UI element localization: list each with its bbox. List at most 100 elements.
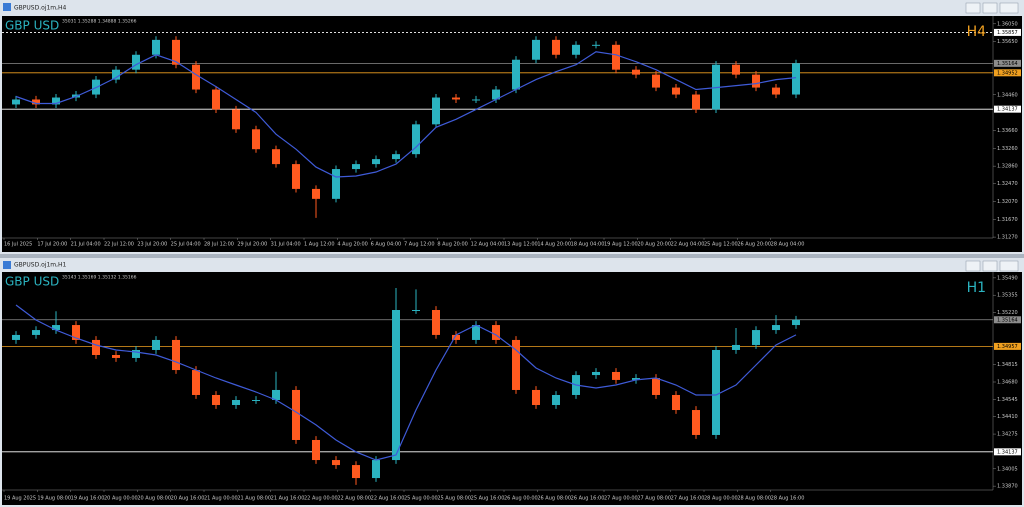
x-tick-label: 22 Jul 12:00	[104, 242, 134, 248]
x-tick-label: 28 Jul 12:00	[204, 242, 234, 248]
y-tick-label: 1.34680	[997, 380, 1018, 386]
candle-body	[232, 109, 240, 130]
close-button[interactable]	[999, 2, 1019, 14]
candle-body	[172, 339, 180, 371]
price-level-label: 1.34137	[997, 107, 1018, 113]
candle-body	[112, 355, 120, 358]
y-tick-label: 1.36050	[997, 21, 1018, 27]
candle-body	[132, 54, 140, 70]
candle-body	[372, 460, 380, 479]
x-tick-label: 21 Jul 04:00	[71, 242, 101, 248]
candle-body	[332, 169, 340, 199]
price-level-tag	[994, 59, 1021, 67]
y-tick-label: 1.33870	[997, 484, 1018, 490]
candle-body	[592, 371, 600, 376]
window-title: GBPUSD.oj1m,H1	[14, 262, 67, 269]
candle-body	[52, 325, 60, 331]
candle-body	[592, 44, 600, 46]
y-tick-label: 1.31270	[997, 235, 1018, 241]
minimize-button[interactable]	[965, 260, 981, 272]
y-tick-label: 1.34275	[997, 432, 1018, 438]
candle-body	[352, 465, 360, 479]
y-tick-label: 1.31670	[997, 217, 1018, 223]
x-tick-label: 22 Aug 08:00	[337, 496, 371, 502]
x-tick-label: 28 Aug 08:00	[737, 496, 771, 502]
x-tick-label: 7 Aug 12:00	[404, 242, 435, 248]
candle-body	[392, 154, 400, 160]
candle-body	[632, 378, 640, 380]
price-level-label: 1.35857	[997, 30, 1018, 36]
candle-body	[232, 400, 240, 406]
x-tick-label: 23 Jul 20:00	[137, 242, 167, 248]
price-level-label: 1.35164	[997, 317, 1018, 323]
candle-body	[652, 74, 660, 88]
x-tick-label: 28 Aug 16:00	[771, 496, 805, 502]
candle-body	[292, 389, 300, 440]
candle-body	[152, 39, 160, 55]
candle-body	[672, 394, 680, 411]
moving-average	[15, 51, 797, 178]
y-tick-label: 1.32470	[997, 181, 1018, 187]
timeframe-label: H4	[967, 24, 987, 40]
price-level-label: 1.34957	[997, 344, 1018, 350]
candle-body	[12, 334, 20, 340]
price-level-tag	[994, 448, 1021, 456]
candle-body	[352, 164, 360, 170]
x-tick-label: 17 Jul 20:00	[37, 242, 67, 248]
info-text: 35031 1.35288 1.34888 1.35266	[62, 19, 137, 25]
candle-body	[512, 59, 520, 90]
price-level-tag	[994, 28, 1021, 36]
candle-body	[272, 149, 280, 165]
y-tick-label: 1.34460	[997, 92, 1018, 98]
x-tick-label: 14 Aug 20:00	[537, 242, 571, 248]
x-tick-label: 20 Aug 00:00	[104, 496, 138, 502]
candle-body	[632, 69, 640, 75]
x-tick-label: 28 Aug 00:00	[704, 496, 738, 502]
window-title: GBPUSD.oj1m,H4	[14, 5, 67, 12]
candle-body	[432, 97, 440, 125]
x-tick-label: 31 Jul 04:00	[271, 242, 301, 248]
candle-body	[692, 410, 700, 435]
info-text: 35143 1.35169 1.35132 1.35166	[62, 275, 137, 281]
candle-body	[372, 159, 380, 165]
candle-body	[692, 94, 700, 110]
candle-body	[312, 439, 320, 461]
candle-body	[192, 370, 200, 395]
y-tick-label: 1.34005	[997, 466, 1018, 472]
candle-body	[152, 339, 160, 350]
y-tick-label: 1.35490	[997, 275, 1018, 281]
y-tick-label: 1.33260	[997, 146, 1018, 152]
x-tick-label: 28 Aug 04:00	[771, 242, 805, 248]
candle-body	[572, 44, 580, 55]
x-tick-label: 21 Aug 00:00	[204, 496, 238, 502]
candle-body	[672, 87, 680, 95]
x-tick-label: 22 Aug 04:00	[671, 242, 705, 248]
candle-body	[272, 389, 280, 400]
maximize-button[interactable]	[982, 260, 998, 272]
candle-body	[392, 310, 400, 461]
window-icon	[3, 261, 11, 269]
maximize-button[interactable]	[982, 2, 998, 14]
candle-body	[212, 394, 220, 406]
candle-body	[732, 64, 740, 75]
candle-body	[492, 325, 500, 340]
x-tick-label: 25 Aug 12:00	[704, 242, 738, 248]
candle-body	[792, 319, 800, 326]
candle-body	[492, 89, 500, 100]
candle-body	[772, 87, 780, 95]
candle-body	[452, 97, 460, 100]
x-tick-label: 25 Jul 04:00	[171, 242, 201, 248]
candle-body	[172, 39, 180, 65]
x-tick-label: 19 Aug 08:00	[37, 496, 71, 502]
x-tick-label: 25 Aug 08:00	[437, 496, 471, 502]
minimize-button[interactable]	[965, 2, 981, 14]
candle-body	[32, 99, 40, 105]
x-tick-label: 26 Aug 20:00	[737, 242, 771, 248]
candle-body	[412, 124, 420, 155]
close-button[interactable]	[999, 260, 1019, 272]
x-tick-label: 27 Aug 16:00	[671, 496, 705, 502]
candle-body	[752, 330, 760, 345]
x-tick-label: 16 Jul 2025	[4, 242, 32, 248]
price-level-label: 1.34952	[997, 70, 1018, 76]
